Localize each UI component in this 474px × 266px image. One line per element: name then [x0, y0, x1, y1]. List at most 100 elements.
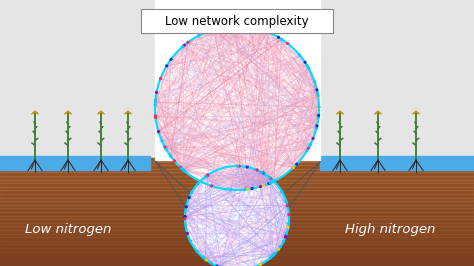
- Point: [202, 258, 210, 262]
- Point: [306, 144, 313, 148]
- Point: [167, 154, 174, 158]
- Point: [250, 265, 258, 266]
- FancyBboxPatch shape: [141, 9, 333, 33]
- Point: [171, 159, 178, 163]
- Point: [303, 64, 311, 68]
- Bar: [0, 176, 474, 180]
- Point: [184, 40, 191, 44]
- Bar: [155, 0, 320, 160]
- Bar: [0, 241, 474, 244]
- Point: [315, 115, 322, 120]
- Point: [247, 25, 255, 30]
- Point: [162, 147, 170, 151]
- Point: [157, 76, 164, 81]
- Point: [202, 174, 210, 179]
- Point: [183, 231, 191, 235]
- Point: [241, 188, 249, 192]
- Point: [284, 41, 292, 45]
- Bar: [0, 201, 474, 205]
- Bar: [0, 187, 474, 190]
- Point: [182, 223, 189, 227]
- Point: [181, 169, 189, 173]
- Point: [181, 215, 189, 219]
- Point: [257, 262, 264, 266]
- Point: [234, 164, 241, 168]
- Point: [208, 184, 215, 188]
- Point: [151, 102, 159, 107]
- Bar: [0, 255, 474, 259]
- Point: [311, 80, 319, 84]
- Point: [266, 256, 274, 260]
- Bar: [0, 194, 474, 198]
- Point: [203, 173, 211, 177]
- Point: [271, 252, 278, 256]
- Point: [181, 169, 188, 173]
- Bar: [0, 158, 474, 266]
- Point: [233, 24, 240, 28]
- Circle shape: [185, 166, 289, 266]
- Point: [275, 247, 283, 251]
- Point: [236, 164, 243, 168]
- Point: [301, 60, 309, 64]
- Bar: [0, 205, 474, 208]
- Point: [182, 203, 190, 208]
- Point: [244, 187, 252, 192]
- Point: [265, 181, 273, 186]
- Point: [236, 24, 244, 28]
- Point: [218, 265, 226, 266]
- Bar: [0, 226, 474, 230]
- Bar: [0, 219, 474, 223]
- Bar: [0, 259, 474, 262]
- Point: [213, 264, 221, 266]
- Point: [256, 185, 264, 189]
- Point: [296, 53, 303, 57]
- Point: [193, 249, 201, 253]
- Point: [314, 94, 322, 98]
- Point: [181, 43, 188, 47]
- Point: [278, 190, 286, 194]
- Point: [314, 93, 322, 98]
- Point: [256, 27, 264, 31]
- Point: [155, 130, 162, 134]
- Bar: [0, 248, 474, 252]
- Point: [313, 124, 321, 128]
- Circle shape: [155, 26, 319, 190]
- Bar: [0, 230, 474, 234]
- Point: [290, 165, 297, 170]
- Point: [158, 139, 166, 143]
- Point: [248, 186, 256, 191]
- Point: [264, 30, 272, 34]
- Point: [313, 126, 320, 130]
- Point: [282, 233, 290, 238]
- Point: [182, 209, 189, 213]
- Point: [161, 145, 169, 149]
- Point: [225, 24, 233, 28]
- Point: [310, 136, 317, 141]
- Point: [305, 66, 312, 70]
- Point: [283, 232, 291, 236]
- Point: [264, 30, 272, 34]
- Point: [256, 184, 264, 189]
- Bar: [0, 169, 474, 172]
- Point: [266, 181, 274, 185]
- Point: [216, 26, 223, 30]
- Bar: [0, 180, 474, 183]
- Point: [260, 184, 267, 188]
- Bar: [0, 162, 474, 165]
- Point: [153, 90, 160, 94]
- Bar: [0, 158, 474, 162]
- Bar: [0, 156, 150, 170]
- Point: [194, 182, 201, 186]
- Point: [228, 24, 236, 28]
- Point: [151, 100, 159, 104]
- Point: [305, 146, 312, 150]
- Point: [204, 173, 211, 177]
- Point: [255, 27, 263, 31]
- Point: [152, 115, 159, 120]
- Bar: [0, 183, 474, 187]
- Point: [267, 176, 274, 180]
- Point: [195, 34, 202, 38]
- Point: [207, 261, 215, 265]
- Point: [161, 144, 168, 149]
- Bar: [0, 252, 474, 255]
